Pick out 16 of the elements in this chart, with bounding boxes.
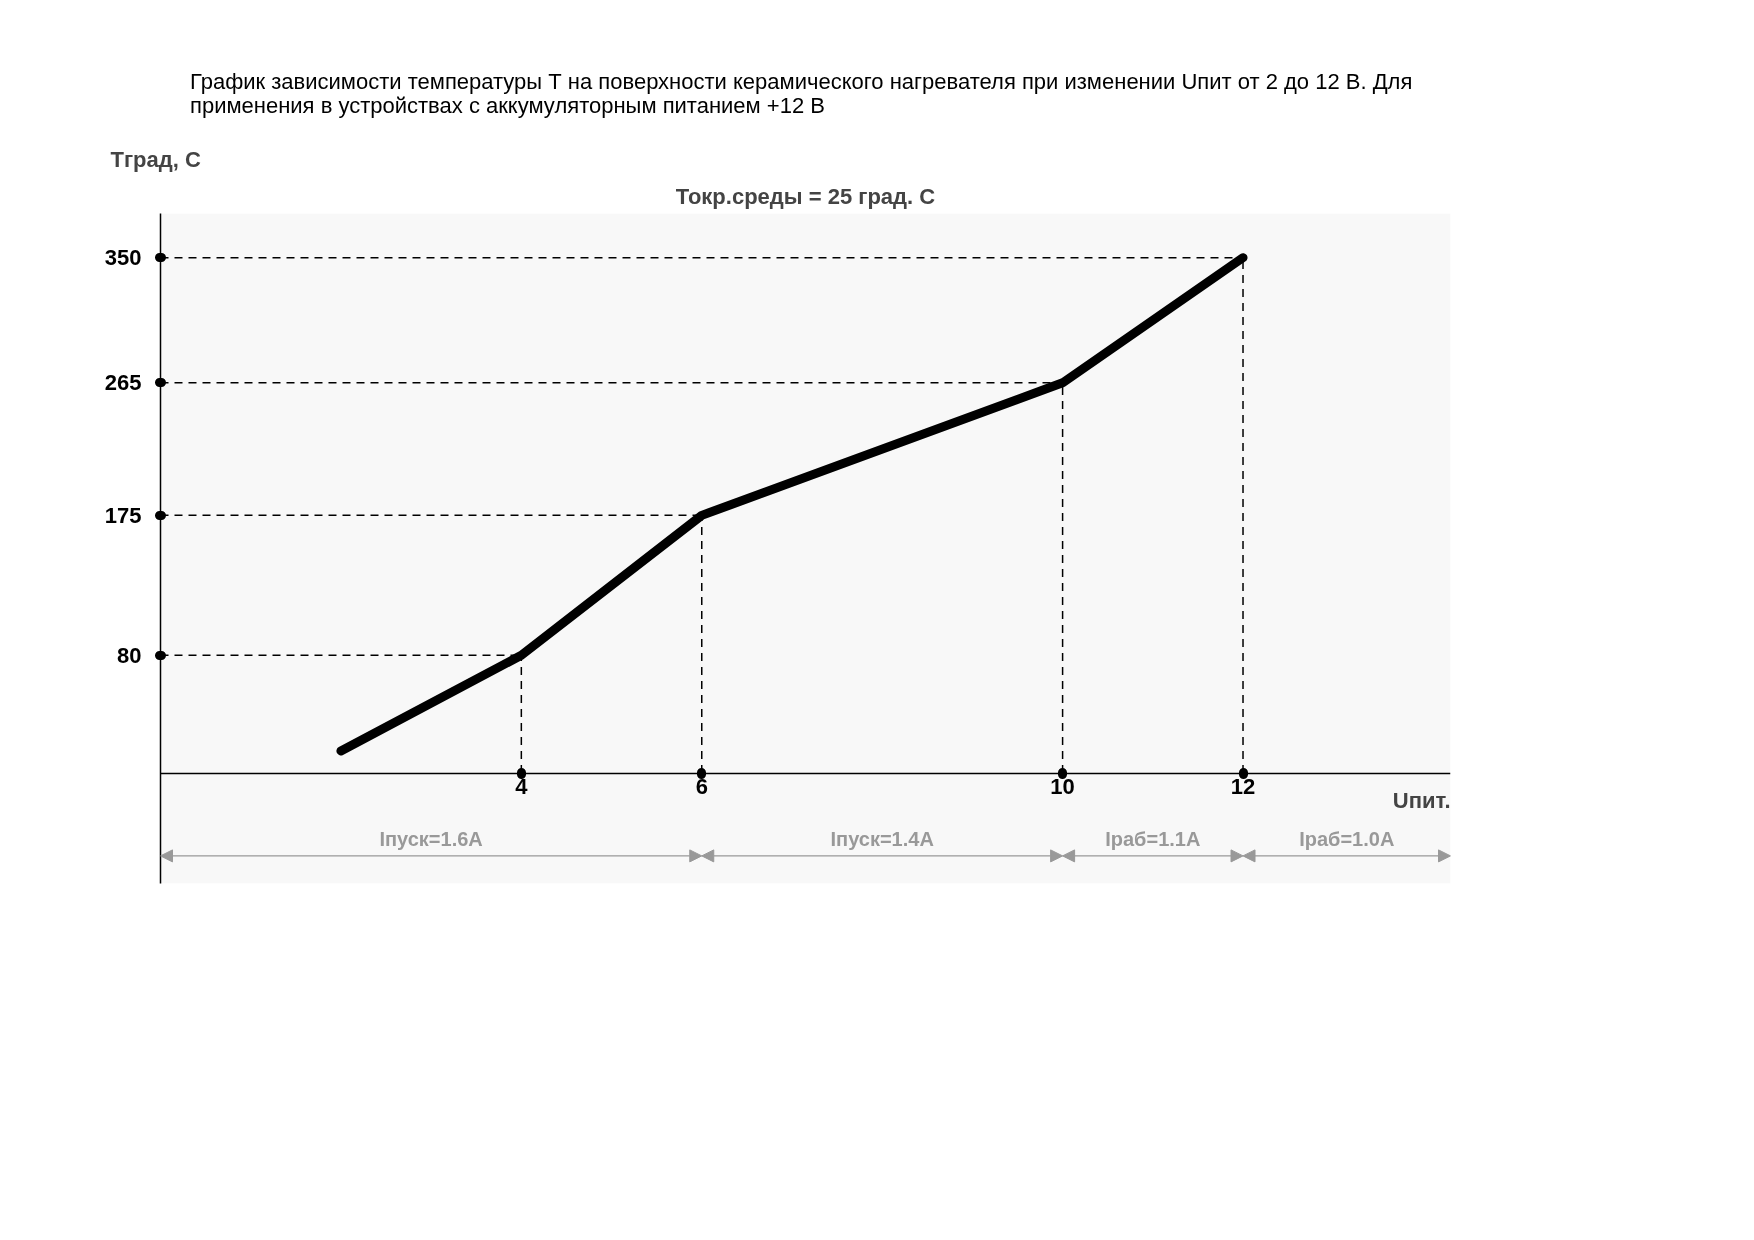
- band-label: Iраб=1.0A: [1299, 828, 1395, 851]
- x-tick-label: 12: [1230, 774, 1256, 800]
- band-label: Iраб=1.1A: [1105, 828, 1201, 851]
- y-axis-title: Тград, С: [110, 146, 201, 172]
- y-tick-label: 175: [104, 503, 142, 529]
- y-tick-label: 80: [117, 643, 142, 669]
- x-tick-label: 10: [1050, 774, 1075, 800]
- x-tick-label: 6: [695, 774, 708, 800]
- chart-title: График зависимости температуры Т на поверхности керамического нагревателя при изменении Uпит от 2 до 12 В. Для применения в устройствах с аккумуляторным питанием +12 В: [190, 69, 1414, 119]
- chart-subtitle: Токр.среды = 25 град. С: [675, 183, 936, 209]
- y-tick-label: 265: [104, 370, 142, 396]
- x-axis-title: Uпит.: [1392, 788, 1451, 814]
- x-tick-label: 4: [515, 774, 529, 800]
- band-label: Iпуск=1.6A: [379, 828, 483, 851]
- y-tick-label: 350: [104, 245, 142, 271]
- band-label: Iпуск=1.4A: [830, 828, 934, 851]
